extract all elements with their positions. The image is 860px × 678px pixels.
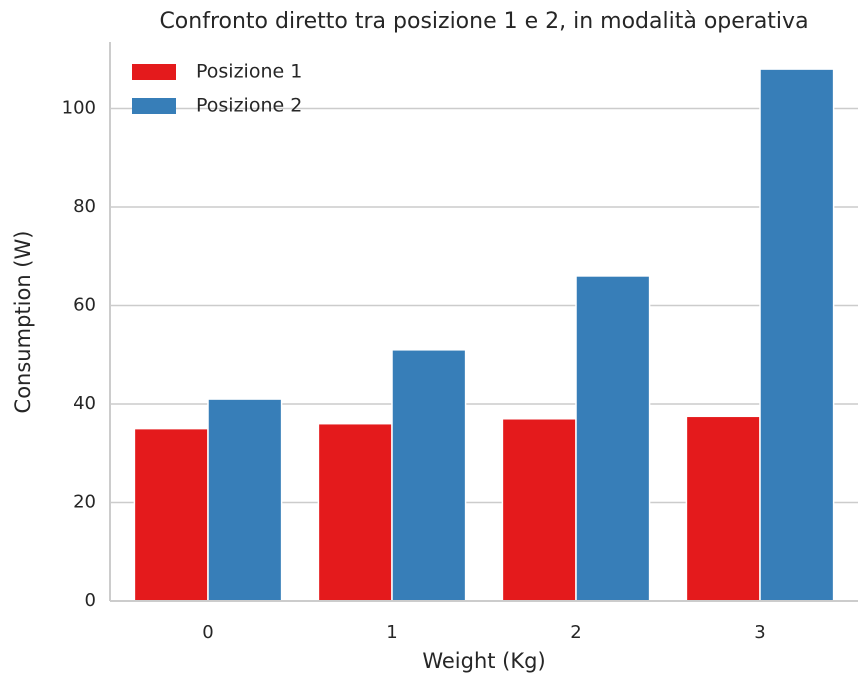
legend-label: Posizione 1 bbox=[196, 61, 302, 83]
bar bbox=[759, 68, 835, 602]
x-tick-label: 1 bbox=[386, 622, 397, 643]
y-axis-label: Consumption (W) bbox=[11, 231, 35, 414]
bar bbox=[501, 418, 577, 602]
bar bbox=[317, 422, 393, 602]
legend-label: Posizione 2 bbox=[196, 95, 302, 117]
chart-title: Confronto diretto tra posizione 1 e 2, i… bbox=[159, 9, 808, 34]
legend-swatch bbox=[132, 64, 176, 80]
y-tick-label: 60 bbox=[73, 294, 96, 315]
bar bbox=[207, 398, 283, 602]
y-tick-label: 40 bbox=[73, 393, 96, 414]
y-tick-label: 100 bbox=[62, 97, 96, 118]
legend-swatch bbox=[132, 98, 176, 114]
x-tick-label: 3 bbox=[754, 622, 765, 643]
bar bbox=[391, 349, 467, 602]
bar bbox=[133, 427, 209, 602]
y-tick-label: 0 bbox=[85, 590, 96, 611]
bar bbox=[575, 275, 651, 602]
x-tick-label: 2 bbox=[570, 622, 581, 643]
y-tick-label: 20 bbox=[73, 491, 96, 512]
x-tick-label: 0 bbox=[202, 622, 213, 643]
bar bbox=[685, 415, 761, 602]
x-axis-label: Weight (Kg) bbox=[422, 649, 545, 673]
y-tick-label: 80 bbox=[73, 196, 96, 217]
